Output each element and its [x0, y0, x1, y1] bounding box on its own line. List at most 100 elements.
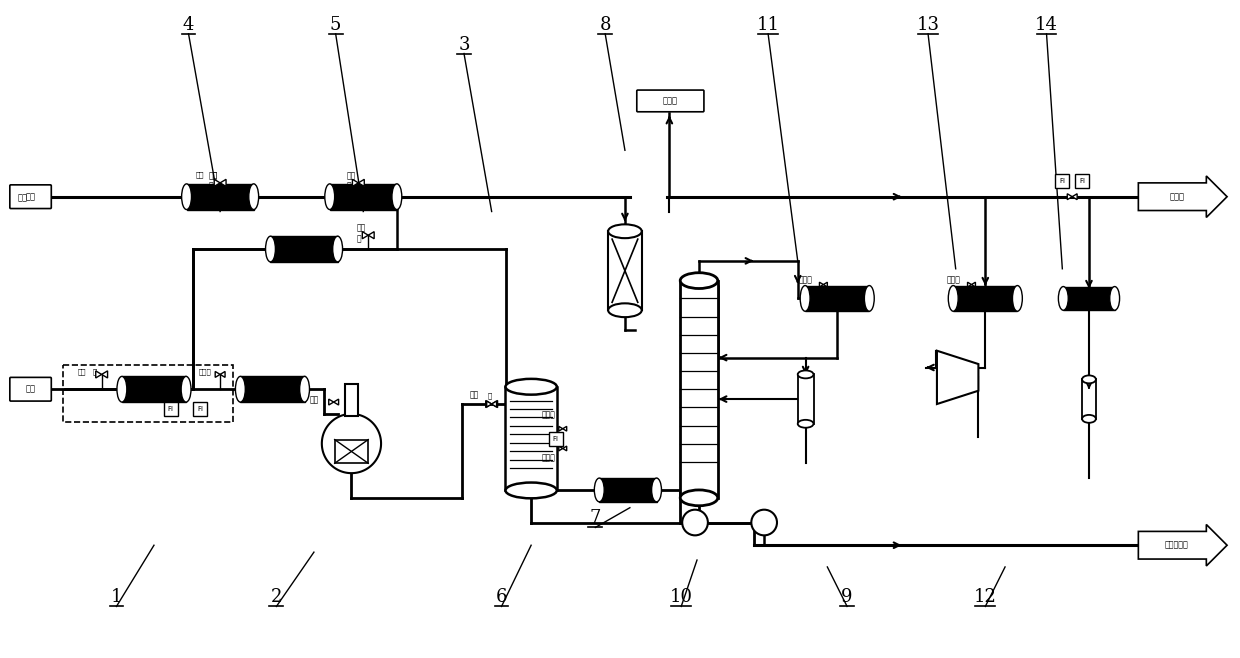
Bar: [122, 376, 186, 402]
Text: 截热: 截热: [309, 395, 319, 404]
Ellipse shape: [1013, 286, 1022, 311]
Ellipse shape: [608, 303, 642, 317]
Text: 14: 14: [1035, 16, 1058, 34]
Text: 8: 8: [599, 16, 611, 34]
Ellipse shape: [1110, 286, 1120, 310]
Text: FI: FI: [197, 406, 203, 412]
Polygon shape: [362, 232, 368, 239]
Text: 6: 6: [496, 588, 507, 607]
FancyBboxPatch shape: [10, 378, 51, 401]
Polygon shape: [322, 414, 381, 473]
Ellipse shape: [608, 224, 642, 238]
Text: 环己酮产品: 环己酮产品: [1166, 541, 1189, 549]
Bar: [186, 184, 254, 209]
Text: 13: 13: [916, 16, 940, 34]
Polygon shape: [487, 401, 491, 407]
Bar: [954, 286, 1017, 311]
Bar: [335, 440, 368, 463]
Polygon shape: [102, 371, 108, 378]
Ellipse shape: [949, 286, 959, 311]
Text: 阀: 阀: [487, 392, 492, 399]
Ellipse shape: [800, 286, 810, 311]
Bar: [164, 402, 177, 416]
Ellipse shape: [332, 236, 342, 262]
Bar: [345, 384, 358, 416]
Text: 阀: 阀: [93, 368, 97, 375]
Polygon shape: [823, 282, 827, 287]
Text: 1: 1: [110, 588, 123, 607]
Ellipse shape: [797, 420, 813, 428]
Polygon shape: [95, 371, 102, 378]
Text: 7: 7: [590, 509, 601, 528]
Polygon shape: [491, 401, 497, 407]
Ellipse shape: [1059, 286, 1068, 310]
Bar: [330, 184, 397, 209]
Polygon shape: [329, 399, 334, 405]
Polygon shape: [820, 282, 823, 287]
Text: FI: FI: [1079, 178, 1085, 184]
Polygon shape: [221, 372, 226, 378]
Text: 氢气: 氢气: [17, 193, 27, 202]
FancyBboxPatch shape: [637, 90, 704, 112]
Text: 氢气: 氢气: [26, 192, 36, 201]
Ellipse shape: [1083, 415, 1096, 423]
Text: 10: 10: [670, 588, 693, 607]
FancyBboxPatch shape: [10, 185, 51, 209]
Polygon shape: [1073, 193, 1078, 199]
Text: 9: 9: [841, 588, 853, 607]
Text: 11: 11: [756, 16, 780, 34]
Ellipse shape: [325, 184, 335, 209]
Text: 循环水: 循环水: [542, 410, 556, 419]
Ellipse shape: [236, 376, 246, 402]
Polygon shape: [563, 426, 567, 431]
Ellipse shape: [249, 184, 259, 209]
Ellipse shape: [1083, 376, 1096, 384]
Bar: [797, 374, 813, 424]
Text: 截止: 截止: [196, 172, 205, 178]
Bar: [63, 365, 233, 422]
Bar: [805, 286, 869, 311]
FancyBboxPatch shape: [1138, 524, 1228, 566]
Polygon shape: [221, 180, 226, 186]
Polygon shape: [352, 180, 358, 186]
Text: FI: FI: [1059, 178, 1065, 184]
Text: 氢气: 氢气: [26, 385, 36, 393]
Polygon shape: [967, 282, 971, 287]
Text: 截止阀: 截止阀: [198, 368, 212, 375]
Polygon shape: [486, 401, 491, 407]
Text: 截止: 截止: [78, 368, 86, 375]
Ellipse shape: [506, 379, 557, 395]
Polygon shape: [1068, 193, 1073, 199]
Bar: [270, 236, 337, 262]
Ellipse shape: [392, 184, 402, 209]
Text: 循环水: 循环水: [799, 276, 812, 285]
Bar: [549, 432, 563, 445]
Ellipse shape: [300, 376, 310, 402]
Bar: [1055, 174, 1069, 188]
Text: 截止
阀: 截止 阀: [346, 171, 356, 191]
Text: 截止
阀: 截止 阀: [208, 171, 217, 191]
Text: FI: FI: [553, 436, 559, 442]
Polygon shape: [559, 426, 563, 431]
Polygon shape: [971, 282, 976, 287]
Bar: [506, 387, 557, 490]
Text: 循环水: 循环水: [947, 276, 961, 285]
Polygon shape: [937, 351, 978, 404]
Bar: [241, 376, 305, 402]
Bar: [1083, 380, 1096, 419]
Ellipse shape: [506, 482, 557, 498]
Polygon shape: [334, 399, 339, 405]
Ellipse shape: [651, 478, 661, 502]
Text: 截止
阀: 截止 阀: [356, 224, 366, 243]
Bar: [193, 402, 207, 416]
Text: 2: 2: [270, 588, 281, 607]
Polygon shape: [215, 180, 221, 186]
Ellipse shape: [181, 376, 191, 402]
Polygon shape: [491, 401, 496, 407]
Polygon shape: [563, 446, 567, 451]
Bar: [599, 478, 656, 502]
Ellipse shape: [864, 286, 874, 311]
Text: 3: 3: [459, 36, 470, 53]
Bar: [1064, 286, 1115, 310]
Text: 驰放气: 驰放气: [663, 97, 678, 105]
